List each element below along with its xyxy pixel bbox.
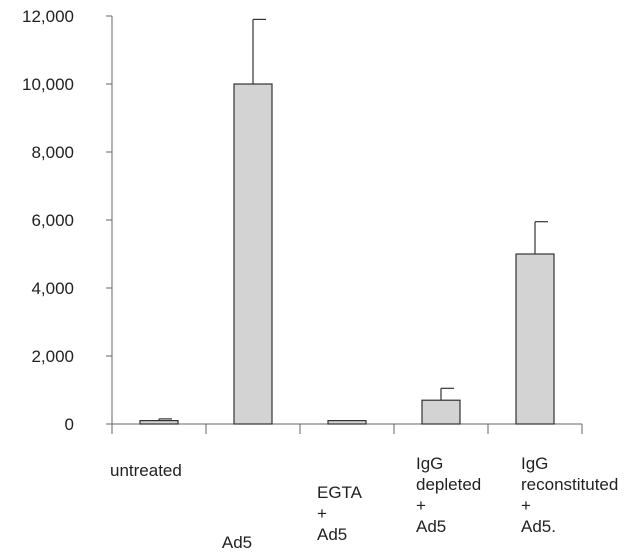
bar [327, 420, 367, 425]
category-label: Ad5 [222, 533, 252, 552]
y-tick-label: 2,000 [31, 347, 74, 366]
category-label-line: IgG [416, 454, 443, 473]
y-tick-label: 6,000 [31, 211, 74, 230]
category-label-line: Ad5. [521, 517, 556, 536]
y-axis: 0 2,000 4,000 6,000 8,000 10,000 12,000 [22, 7, 113, 434]
category-label: IgG reconstituted + Ad5. [521, 454, 618, 536]
category-label-line: reconstituted [521, 475, 618, 494]
category-label-line: depleted [416, 475, 481, 494]
y-tick-label: 10,000 [22, 75, 74, 94]
category-label-line: Ad5 [222, 533, 252, 552]
bar [515, 253, 555, 425]
x-axis [111, 423, 583, 434]
category-label: EGTA + Ad5 [317, 483, 363, 544]
category-label-line: Ad5 [416, 517, 446, 536]
y-tick-label: 4,000 [31, 279, 74, 298]
category-label-line: IgG [521, 454, 548, 473]
category-label-line: + [317, 504, 327, 523]
bar [139, 420, 179, 425]
bar [233, 83, 273, 425]
bar [421, 399, 461, 425]
category-label-line: Ad5 [317, 525, 347, 544]
y-tick-label: 8,000 [31, 143, 74, 162]
category-label: untreated [110, 461, 182, 480]
y-tick-label: 12,000 [22, 7, 74, 26]
category-label-line: + [521, 496, 531, 515]
y-tick-label: 0 [65, 415, 74, 434]
category-label-line: EGTA [317, 483, 363, 502]
bars [139, 18, 555, 425]
category-labels: untreated Ad5 EGTA + Ad5 IgG depleted + Ad5 IgG re… [110, 454, 618, 552]
category-label-line: + [416, 496, 426, 515]
category-label: IgG depleted + Ad5 [416, 454, 481, 536]
category-label-line: untreated [110, 461, 182, 480]
